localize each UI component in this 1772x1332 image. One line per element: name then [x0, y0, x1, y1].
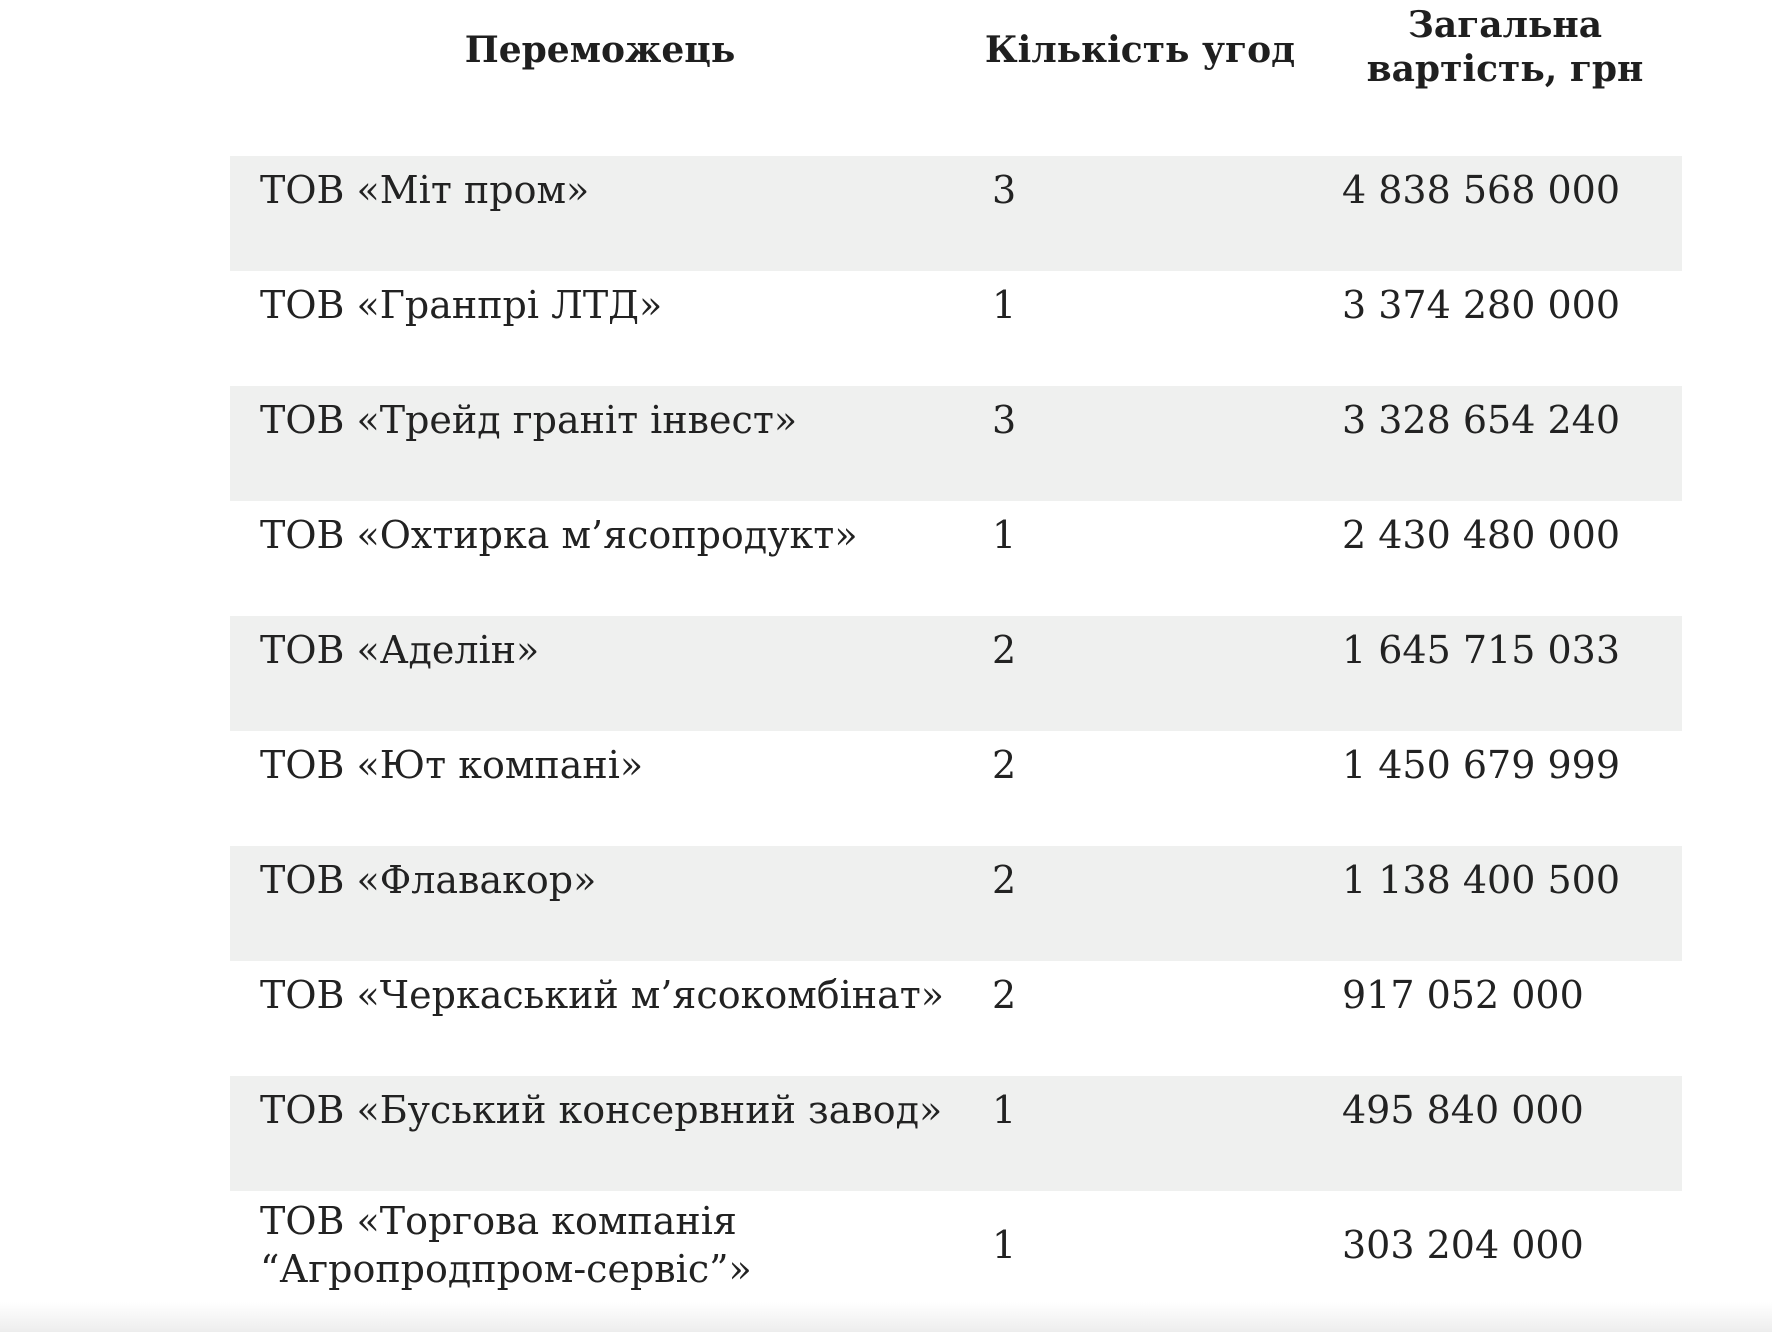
winners-table: ТОВ «Міт пром» 3 4 838 568 000 ТОВ «Гран…: [230, 156, 1682, 1321]
table-row: ТОВ «Трейд граніт інвест» 3 3 328 654 24…: [230, 386, 1682, 501]
header-deal-count: Кількість угод: [984, 29, 1296, 71]
winner-name: ТОВ «Черкаський м’ясокомбінат»: [260, 973, 945, 1017]
winner-name: ТОВ «Міт пром»: [260, 168, 590, 212]
deal-count: 3: [992, 398, 1017, 442]
deal-count: 2: [992, 743, 1017, 787]
winner-name: ТОВ «Торгова компанія “Агропродпром-серв…: [260, 1199, 752, 1291]
winner-name: ТОВ «Ют компані»: [260, 743, 644, 787]
table-row: ТОВ «Ют компані» 2 1 450 679 999: [230, 731, 1682, 846]
deal-count: 1: [992, 1223, 1017, 1267]
table-row: ТОВ «Торгова компанія “Агропродпром-серв…: [230, 1191, 1682, 1321]
deal-count: 1: [992, 1088, 1017, 1132]
total-value: 495 840 000: [1342, 1088, 1584, 1132]
winner-name: ТОВ «Охтирка м’ясопродукт»: [260, 513, 858, 557]
table-row: ТОВ «Аделін» 2 1 645 715 033: [230, 616, 1682, 731]
table-header: Переможець Кількість угод Загальна варті…: [0, 0, 1772, 120]
total-value: 303 204 000: [1342, 1223, 1584, 1267]
total-value: 1 138 400 500: [1342, 858, 1621, 902]
deal-count: 2: [992, 858, 1017, 902]
total-value: 3 374 280 000: [1342, 283, 1621, 327]
header-total-value: Загальна вартість, грн: [1366, 4, 1644, 90]
deal-count: 3: [992, 168, 1017, 212]
winner-name: ТОВ «Трейд граніт інвест»: [260, 398, 798, 442]
total-value: 3 328 654 240: [1342, 398, 1621, 442]
table-row: ТОВ «Буський консервний завод» 1 495 840…: [230, 1076, 1682, 1191]
total-value: 1 450 679 999: [1342, 743, 1621, 787]
total-value: 1 645 715 033: [1342, 628, 1621, 672]
total-value: 917 052 000: [1342, 973, 1584, 1017]
deal-count: 2: [992, 628, 1017, 672]
total-value: 2 430 480 000: [1342, 513, 1621, 557]
deal-count: 2: [992, 973, 1017, 1017]
table-row: ТОВ «Охтирка м’ясопродукт» 1 2 430 480 0…: [230, 501, 1682, 616]
winner-name: ТОВ «Флавакор»: [260, 858, 597, 902]
winner-name: ТОВ «Аделін»: [260, 628, 540, 672]
winner-name: ТОВ «Гранпрі ЛТД»: [260, 283, 663, 327]
table-row: ТОВ «Черкаський м’ясокомбінат» 2 917 052…: [230, 961, 1682, 1076]
total-value: 4 838 568 000: [1342, 168, 1621, 212]
header-winner: Переможець: [464, 29, 736, 71]
bottom-edge-shadow: [0, 1302, 1772, 1332]
deal-count: 1: [992, 513, 1017, 557]
deal-count: 1: [992, 283, 1017, 327]
winner-name: ТОВ «Буський консервний завод»: [260, 1088, 943, 1132]
table-row: ТОВ «Міт пром» 3 4 838 568 000: [230, 156, 1682, 271]
table-row: ТОВ «Гранпрі ЛТД» 1 3 374 280 000: [230, 271, 1682, 386]
table-row: ТОВ «Флавакор» 2 1 138 400 500: [230, 846, 1682, 961]
